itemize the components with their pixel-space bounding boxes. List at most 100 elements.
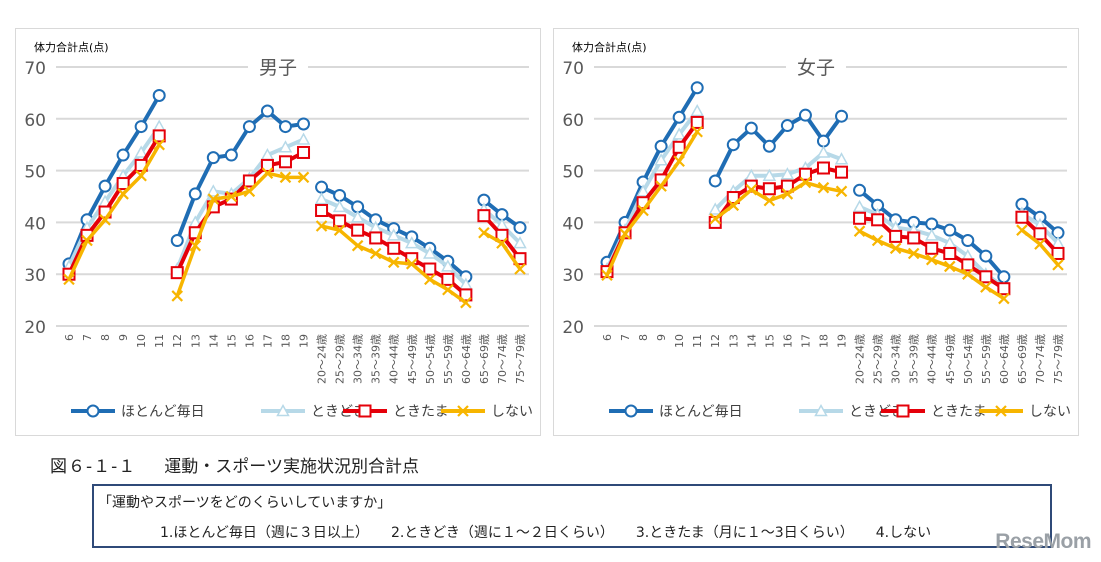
data-point xyxy=(835,165,849,179)
data-point xyxy=(188,187,202,201)
x-tick-label: 13 xyxy=(189,334,202,348)
data-point xyxy=(98,179,112,193)
x-tick-label: 12 xyxy=(171,334,184,348)
data-point xyxy=(709,212,722,225)
x-tick-label: 12 xyxy=(709,334,722,348)
x-tick-label: 55～59歳 xyxy=(442,334,455,384)
data-point xyxy=(315,180,329,194)
data-point xyxy=(315,220,328,232)
series-line xyxy=(67,143,161,281)
data-point xyxy=(242,174,256,188)
x-tick-label: 8 xyxy=(637,334,650,341)
legend-item: ときどき xyxy=(799,403,905,420)
legend-label: ときたま xyxy=(393,404,449,420)
data-point xyxy=(780,179,794,193)
data-point xyxy=(296,132,311,145)
data-point xyxy=(817,181,830,194)
data-point xyxy=(513,236,527,249)
data-point xyxy=(278,120,292,134)
data-point xyxy=(1015,210,1029,224)
x-tick-label: 7 xyxy=(619,334,632,341)
x-tick-label: 6 xyxy=(601,334,614,341)
data-point xyxy=(961,258,975,272)
data-point xyxy=(708,202,723,215)
series-x xyxy=(63,138,526,309)
data-point xyxy=(853,211,867,225)
x-tick-label: 75～79歳 xyxy=(1052,334,1065,384)
data-point xyxy=(943,223,957,237)
female-chart: 20 30 40 50 60 70 体力合計点(点) 女子 6 7 8 9 10 11 12 13 14 15 16… xyxy=(562,40,1071,420)
question-text: 「運動やスポーツをどのくらいしていますか」 xyxy=(98,495,392,511)
data-point xyxy=(442,283,454,296)
data-point xyxy=(871,213,885,227)
data-point xyxy=(816,161,830,175)
data-point xyxy=(225,190,238,203)
data-point xyxy=(726,138,740,152)
x-tick-label: 35～39歳 xyxy=(370,334,383,384)
data-point xyxy=(81,234,93,247)
data-point xyxy=(979,249,993,263)
chart-title: 男子 xyxy=(259,57,297,79)
data-point xyxy=(297,117,311,131)
data-point xyxy=(853,225,866,237)
data-point xyxy=(1051,246,1065,260)
data-point xyxy=(315,203,329,217)
data-point xyxy=(889,242,902,255)
legend-item: ときたま xyxy=(343,404,449,420)
resemom-watermark: ReseMom xyxy=(995,530,1091,553)
data-point xyxy=(762,182,776,196)
legend-item: しない xyxy=(441,404,533,420)
data-point xyxy=(998,292,1010,305)
data-point xyxy=(1033,227,1047,241)
legend-item: ときどき xyxy=(261,403,367,420)
data-point xyxy=(134,145,148,158)
legend-marker xyxy=(358,404,372,418)
data-point xyxy=(852,199,867,213)
data-point xyxy=(708,174,722,188)
data-point xyxy=(762,139,776,153)
legend-label: ほとんど毎日 xyxy=(121,404,205,420)
series-circle xyxy=(600,81,1065,284)
data-point xyxy=(460,296,472,309)
legend-label: ほとんど毎日 xyxy=(659,404,743,420)
y-tick-label: 30 xyxy=(562,266,584,286)
y-tick-label: 70 xyxy=(24,59,46,79)
x-tick-label: 15 xyxy=(225,334,238,348)
y-tick-label: 20 xyxy=(24,318,46,338)
data-point xyxy=(513,221,527,235)
x-tick-label: 40～44歳 xyxy=(926,334,939,384)
data-point xyxy=(835,185,848,198)
option-3: 3.ときたま（月に１～3日くらい） xyxy=(635,525,854,541)
data-point xyxy=(117,188,129,200)
legend-item: ほとんど毎日 xyxy=(71,404,205,420)
data-point xyxy=(206,184,221,197)
x-tick-label: 14 xyxy=(207,334,220,348)
option-1: 1.ほとんど毎日（週に３日以上） xyxy=(160,525,369,541)
question-box: 「運動やスポーツをどのくらいしていますか」 1.ほとんど毎日（週に３日以上） 2.… xyxy=(92,484,1052,548)
figure-number: 図６-１-１ xyxy=(50,457,137,477)
data-point xyxy=(170,234,184,248)
data-point xyxy=(170,266,184,280)
data-point xyxy=(907,231,921,245)
data-point xyxy=(441,272,455,286)
data-point xyxy=(744,121,758,135)
x-tick-label: 17 xyxy=(261,334,274,348)
x-tick-label: 45～49歳 xyxy=(944,334,957,384)
data-point xyxy=(369,247,382,260)
data-point xyxy=(745,183,758,196)
data-point xyxy=(690,103,704,117)
legend-marker xyxy=(457,405,469,417)
legend-item: しない xyxy=(979,404,1071,420)
x-tick-label: 50～54歳 xyxy=(962,334,975,384)
data-point xyxy=(116,177,130,191)
chart-title: 女子 xyxy=(797,57,835,79)
data-point xyxy=(260,104,274,118)
data-point xyxy=(278,155,292,169)
data-point xyxy=(690,81,704,95)
x-tick-label: 10 xyxy=(135,334,148,348)
answer-options: 1.ほとんど毎日（週に３日以上） 2.ときどき（週に１～２日くらい） 3.ときたま（… xyxy=(160,522,953,542)
data-point xyxy=(763,194,776,207)
data-point xyxy=(654,153,668,166)
chart-panel-male: 20 30 40 50 60 70 体力合計点(点) 男子 6 7 8 9 10 11 12 13 14 15 16… xyxy=(15,28,541,436)
legend-marker xyxy=(814,403,828,417)
